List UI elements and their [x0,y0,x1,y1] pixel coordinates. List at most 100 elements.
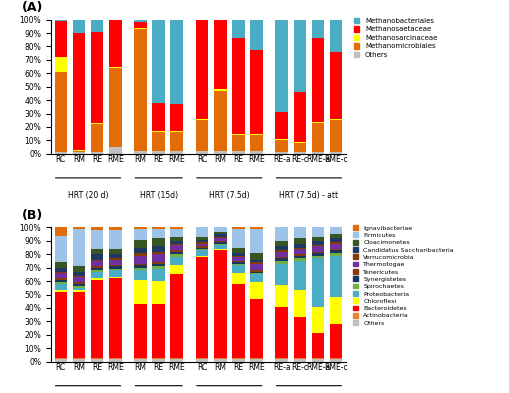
Bar [73,266,86,272]
Bar [232,39,245,134]
Bar [54,273,67,278]
Bar [54,292,67,358]
Bar [73,292,86,358]
Bar [91,261,103,266]
Bar [152,20,165,103]
Bar [109,258,122,260]
Bar [250,135,263,151]
Bar [275,241,288,246]
Bar [73,272,86,276]
Bar [73,229,86,266]
Bar [152,103,165,131]
Bar [214,358,227,359]
Bar [91,270,103,272]
Bar [232,263,245,264]
Bar [152,229,165,238]
Legend: Methanobacteriales, Methanosaetaceae, Methanosarcinaceae, Methanomicrobiales, Ot: Methanobacteriales, Methanosaetaceae, Me… [353,17,439,59]
Bar [134,151,147,154]
Bar [152,281,165,304]
Bar [275,20,288,112]
Bar [214,249,227,250]
Bar [73,33,86,150]
Bar [152,304,165,358]
Bar [330,253,343,255]
Bar [275,359,288,362]
Bar [232,359,245,362]
Bar [232,248,245,253]
Bar [171,131,183,132]
Bar [250,50,263,134]
Bar [275,140,288,152]
Bar [152,263,165,264]
Bar [73,152,86,154]
Bar [73,225,86,229]
Bar [73,283,86,284]
Bar [109,249,122,254]
Bar [196,120,209,151]
Bar [152,131,165,132]
Bar [312,123,324,152]
Bar [312,358,324,359]
Bar [312,252,324,253]
Bar [250,273,263,274]
Bar [294,249,306,254]
Bar [294,152,306,154]
Bar [152,252,165,254]
Bar [196,246,209,248]
Bar [134,270,147,280]
Bar [214,238,227,241]
Bar [275,228,288,241]
Bar [73,359,86,362]
Bar [275,250,288,252]
Bar [54,228,67,235]
Bar [109,278,122,358]
Bar [171,132,183,151]
Bar [275,358,288,359]
Bar [330,20,343,52]
Bar [312,245,324,246]
Bar [232,255,245,257]
Bar [214,226,227,231]
Bar [54,57,67,72]
Bar [109,254,122,258]
Bar [91,266,103,268]
Text: HRT (15d): HRT (15d) [139,191,178,200]
Bar [152,254,165,263]
Bar [91,20,103,32]
Bar [312,228,324,237]
Bar [214,89,227,91]
Bar [275,257,288,258]
Bar [294,226,306,238]
Bar [196,250,209,255]
Bar [250,270,263,272]
Bar [330,234,343,238]
Bar [214,359,227,362]
Bar [54,280,67,283]
Bar [294,92,306,141]
Bar [294,358,306,359]
Bar [294,359,306,362]
Bar [250,264,263,270]
Bar [109,269,122,270]
Bar [134,304,147,358]
Bar [312,307,324,333]
Bar [196,249,209,250]
Bar [250,283,263,299]
Bar [54,20,67,21]
Bar [73,286,86,288]
Bar [294,317,306,358]
Bar [312,39,324,121]
Bar [73,284,86,286]
Bar [196,237,209,240]
Bar [250,20,263,50]
Bar [196,119,209,120]
Bar [109,277,122,278]
Bar [134,20,147,22]
Bar [312,333,324,358]
Bar [171,359,183,362]
Bar [232,261,245,263]
Bar [250,229,263,253]
Bar [73,288,86,290]
Bar [232,273,245,284]
Bar [196,228,209,237]
